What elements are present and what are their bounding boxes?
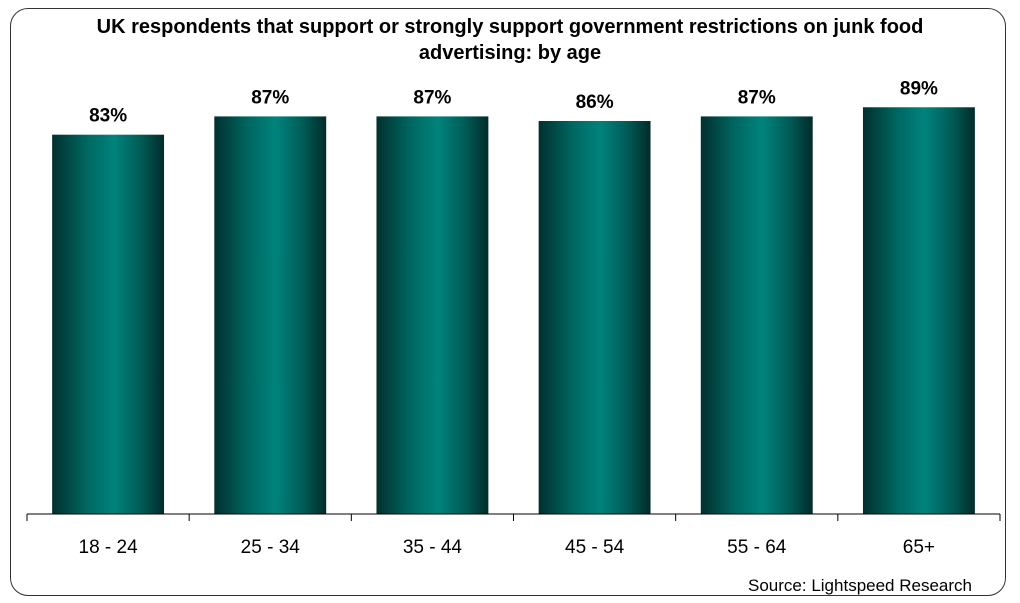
chart-frame (10, 8, 1006, 596)
bar-4 (538, 120, 651, 514)
x-tick-label-2: 25 - 34 (241, 537, 301, 558)
data-label-3: 87% (413, 87, 451, 108)
data-label-2: 87% (251, 87, 289, 108)
x-tick-label-4: 45 - 54 (565, 537, 625, 558)
x-tick-label-3: 35 - 44 (403, 537, 463, 558)
data-label-5: 87% (738, 87, 776, 108)
data-label-1: 83% (89, 106, 127, 127)
source-note: Source: Lightspeed Research (748, 576, 972, 595)
x-tick-label-6: 65+ (903, 537, 935, 558)
x-tick-label-5: 55 - 64 (727, 537, 787, 558)
data-label-6: 89% (900, 78, 938, 99)
x-tick-label-1: 18 - 24 (79, 537, 139, 558)
chart-title: UK respondents that support or strongly … (96, 16, 924, 64)
bar-2 (214, 116, 327, 514)
bar-6 (862, 107, 975, 515)
bar-5 (700, 116, 813, 514)
bar-1 (52, 134, 165, 514)
data-label-4: 86% (576, 92, 614, 113)
bar-3 (376, 116, 489, 514)
